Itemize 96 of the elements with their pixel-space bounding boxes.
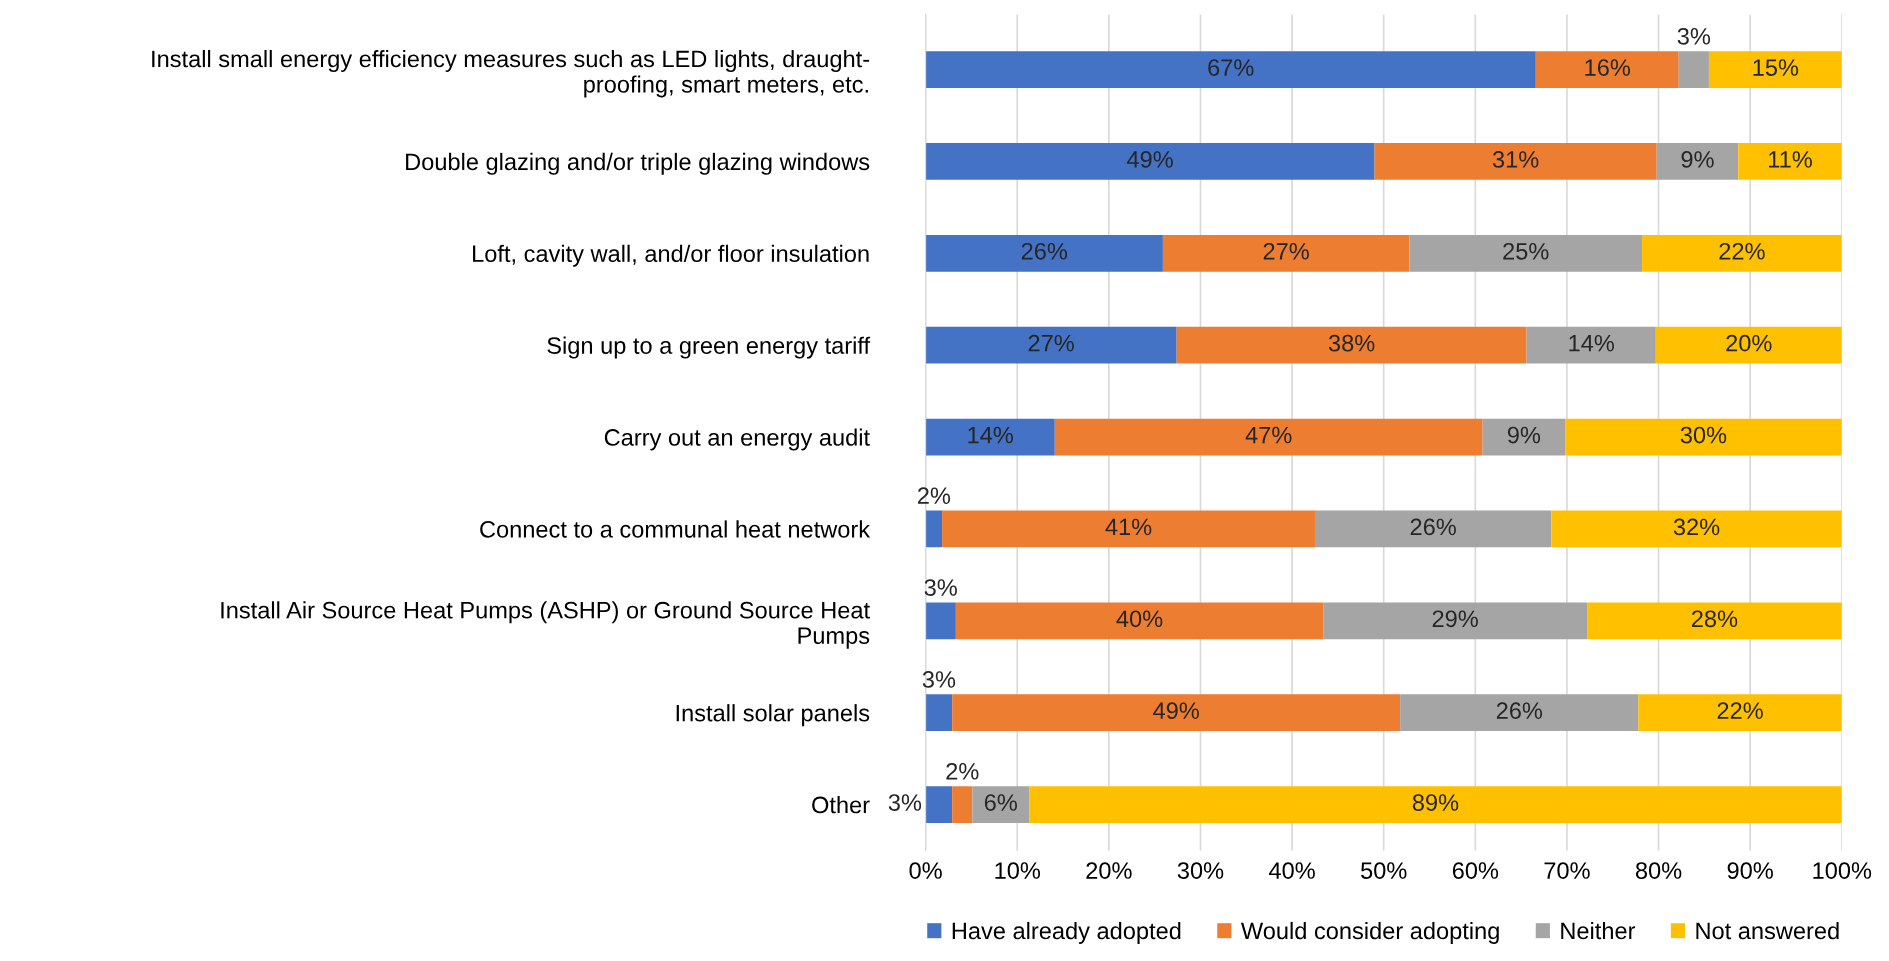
bar [925, 51, 1536, 88]
bar [1323, 602, 1588, 640]
bar [1708, 51, 1842, 88]
bar [1482, 418, 1566, 456]
data-label: 9% [1681, 151, 1714, 168]
data-label: 89% [1412, 794, 1459, 811]
y-tick-label: Other [812, 795, 870, 814]
data-label: 22% [1717, 702, 1763, 719]
x-tick-label: 20% [1086, 862, 1132, 879]
data-label: 15% [1753, 59, 1799, 76]
bar [1374, 143, 1657, 180]
data-label: 49% [1153, 702, 1199, 720]
bar [1400, 694, 1639, 732]
y-tick-label: Loft, cavity wall, and/or floor insulation [473, 244, 869, 267]
y-tick-label: Install solar panels [676, 704, 870, 727]
legend-label: Would consider adopting [1240, 921, 1499, 944]
data-label: 27% [1263, 242, 1309, 260]
data-label: 2% [946, 762, 979, 780]
bar [925, 510, 943, 548]
bar [925, 326, 1177, 364]
x-tick-label: 60% [1452, 862, 1499, 879]
bar [925, 234, 1163, 272]
data-label: 28% [1691, 610, 1738, 628]
legend-label: Have already adopted [952, 921, 1181, 944]
x-tick-label: 50% [1361, 862, 1407, 879]
bar [972, 786, 1030, 823]
data-label: 2% [917, 487, 951, 504]
data-label: 14% [1569, 334, 1614, 352]
bar [1678, 51, 1709, 88]
legend-label: Neither [1561, 921, 1636, 940]
data-label: 14% [968, 426, 1013, 444]
data-label: 25% [1503, 242, 1549, 260]
legend-label: Not answered [1696, 921, 1839, 940]
data-label: 26% [1496, 702, 1543, 720]
data-label: 22% [1719, 242, 1765, 260]
data-label: 16% [1585, 59, 1631, 76]
data-label: 20% [1726, 334, 1772, 352]
x-tick-label: 80% [1635, 862, 1682, 879]
data-label: 67% [1208, 59, 1254, 76]
data-label: 38% [1328, 334, 1375, 352]
data-label: 3% [922, 671, 956, 688]
x-tick-label: 90% [1727, 862, 1773, 879]
bar [925, 418, 1055, 456]
bar [925, 602, 956, 640]
bar [1176, 326, 1527, 364]
bar [1162, 234, 1410, 272]
x-tick-label: 70% [1544, 862, 1590, 879]
bar [942, 510, 1315, 548]
data-label: 40% [1116, 610, 1163, 628]
y-tick-label: Carry out an energy audit [604, 428, 870, 451]
data-label: 26% [1021, 242, 1068, 260]
x-tick-label: 40% [1268, 862, 1315, 879]
bar [1551, 510, 1842, 548]
bar [1656, 143, 1739, 180]
bar [1565, 418, 1842, 456]
data-label: 9% [1507, 426, 1541, 444]
y-tick-label: Connect to a communal heat network [480, 520, 871, 538]
bar [1314, 510, 1552, 548]
data-label: 26% [1410, 518, 1456, 536]
bar [952, 786, 973, 823]
x-tick-label: 0% [909, 862, 942, 879]
data-label: 3% [888, 794, 922, 811]
bar [1638, 694, 1842, 732]
bar [1029, 786, 1842, 823]
data-label: 31% [1492, 151, 1539, 168]
x-tick-label: 10% [995, 862, 1041, 879]
x-tick-label: 100% [1813, 862, 1872, 879]
bar [1409, 234, 1643, 272]
y-tick-label: Double glazing and/or triple glazing windows [406, 152, 870, 175]
data-label: 30% [1680, 426, 1727, 444]
bar [1642, 234, 1842, 272]
x-tick-label: 30% [1177, 862, 1224, 879]
bar [955, 602, 1324, 640]
bar [1054, 418, 1483, 456]
data-label: 49% [1126, 151, 1173, 168]
data-label: 3% [1677, 27, 1711, 45]
bar [925, 786, 953, 823]
data-label: 47% [1245, 426, 1292, 444]
data-label: 3% [924, 579, 957, 596]
bar [1655, 326, 1842, 364]
bar [1587, 602, 1842, 640]
y-tick-label: Install Air Source Heat Pumps (ASHP) or Ground Source Heat Pumps [221, 601, 870, 649]
bar [1738, 143, 1842, 180]
bar [1535, 51, 1679, 88]
data-label: 32% [1673, 518, 1720, 536]
y-tick-label: Sign up to a green energy tariff [547, 336, 871, 359]
data-label: 6% [984, 794, 1017, 811]
y-tick-label: Install small energy efficiency measures such as LED lights, draught- proofing, smart meters, etc. [152, 49, 870, 98]
bar [952, 694, 1401, 732]
data-label: 41% [1105, 518, 1152, 536]
bar [925, 143, 1375, 180]
bar [1526, 326, 1656, 364]
data-label: 27% [1028, 334, 1074, 352]
bar [925, 694, 953, 732]
data-label: 11% [1769, 151, 1812, 168]
data-label: 29% [1432, 610, 1478, 628]
